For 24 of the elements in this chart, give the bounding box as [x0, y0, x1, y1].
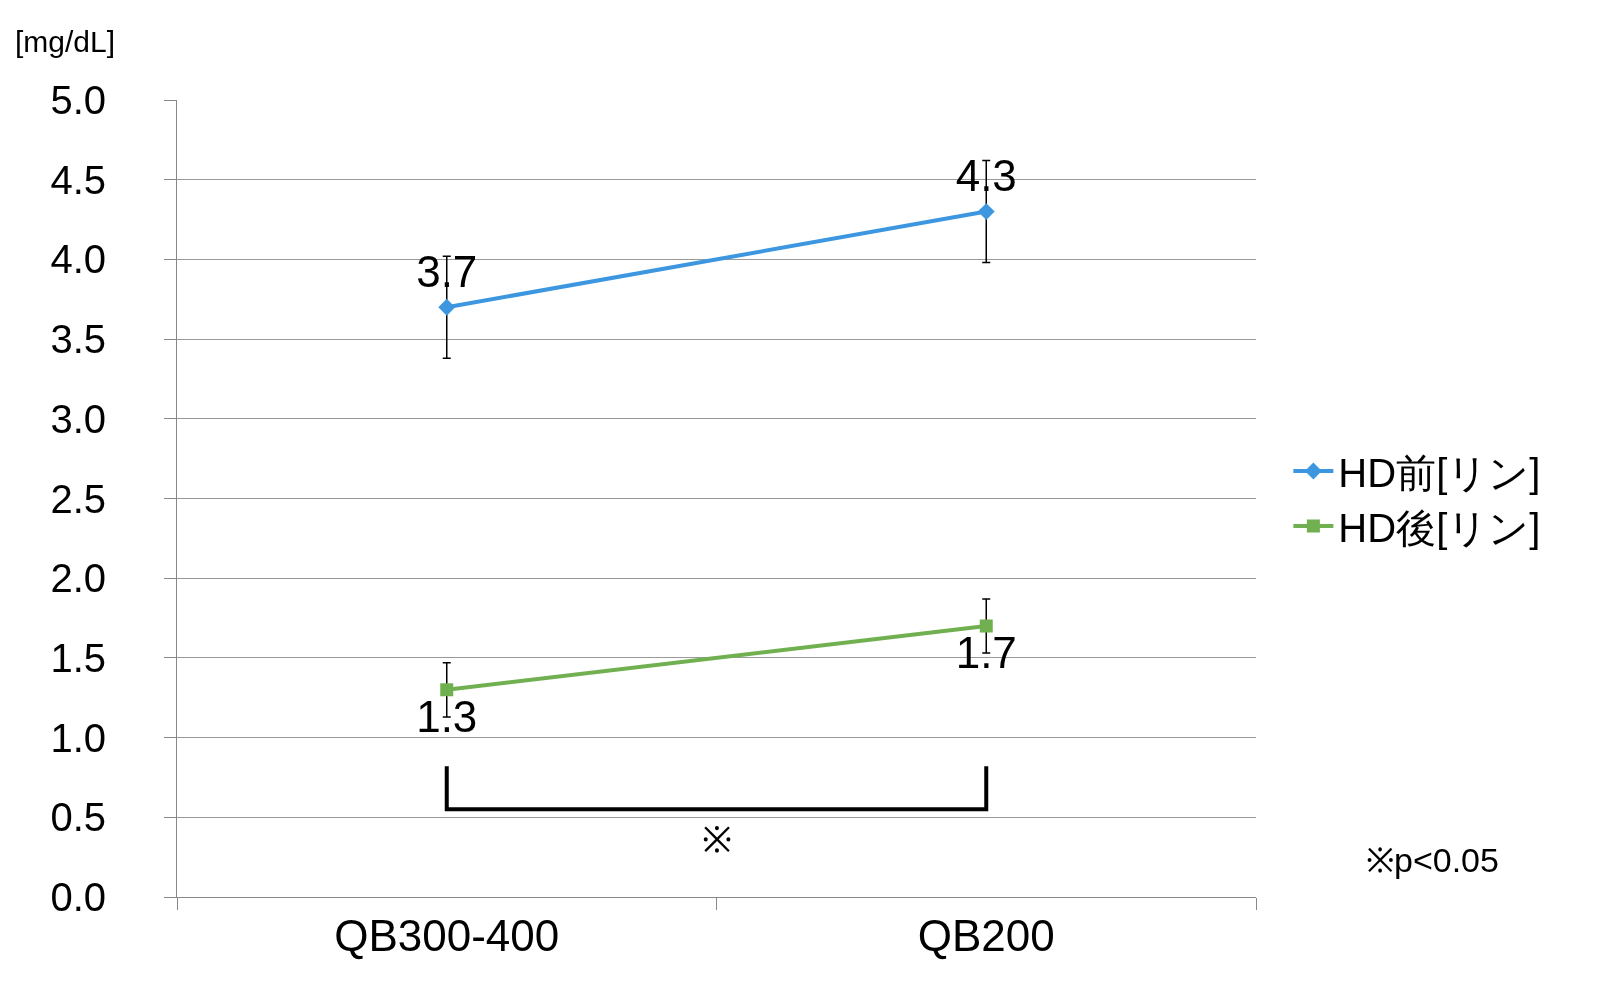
y-tick-label: 4.0 — [50, 237, 106, 282]
point — [977, 203, 995, 221]
y-tick-label: 3.5 — [50, 317, 106, 362]
x-tick-label: QB200 — [917, 910, 1055, 960]
legend-label: HD後[リン] — [1338, 505, 1541, 550]
y-tick-label: 2.0 — [50, 556, 106, 601]
text: ※p<0.05 — [1366, 841, 1499, 879]
point — [979, 619, 993, 633]
y-tick-label: 2.5 — [50, 476, 106, 521]
data-label: 1.3 — [416, 691, 478, 741]
x-tick-label: QB300-400 — [334, 910, 560, 960]
y-tick-label: 0.0 — [50, 875, 106, 919]
legend-label: HD前[リン] — [1338, 450, 1541, 495]
data-label: 1.7 — [955, 628, 1017, 678]
annotation: ※ — [702, 819, 732, 860]
y-tick-label: 1.0 — [50, 715, 106, 760]
y-tick-label: 1.5 — [50, 635, 106, 680]
y-axis-title: [mg/dL] — [15, 25, 116, 58]
y-tick-label: 0.5 — [50, 795, 106, 840]
point — [440, 683, 454, 697]
y-tick-label: 4.5 — [50, 157, 106, 202]
point — [438, 298, 456, 316]
y-tick-label: 3.0 — [50, 396, 106, 441]
y-tick-label: 5.0 — [50, 78, 106, 122]
